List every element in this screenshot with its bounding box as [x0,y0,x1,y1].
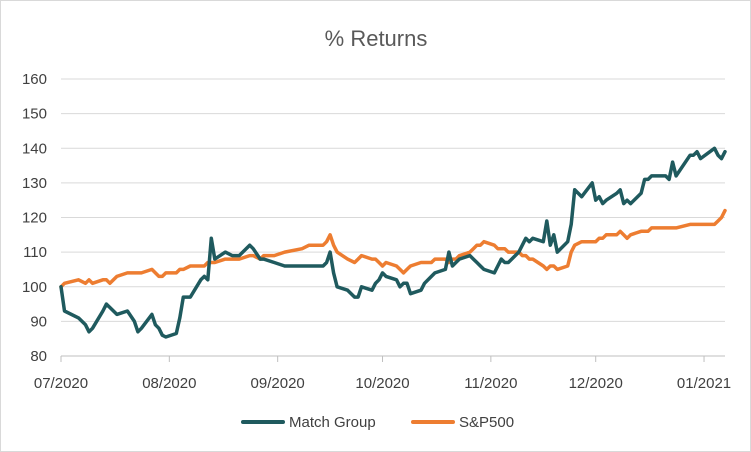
series-line-sp500 [59,208,727,289]
chart-title: % Returns [325,26,428,51]
legend-label: S&P500 [459,414,514,431]
y-tick-label: 150 [22,106,47,123]
legend-item-sp500: S&P500 [411,414,514,431]
series-lines [59,146,727,339]
x-tick-label: 01/2021 [677,375,731,392]
y-tick-label: 120 [22,210,47,227]
y-axis-ticks: 80 90 100 110 120 130 140 150 160 [22,71,47,365]
x-axis: 07/2020 08/2020 09/2020 10/2020 11/2020 12/20… [34,355,731,392]
x-tick-label: 07/2020 [34,375,88,392]
legend: Match Group S&P500 [241,414,514,431]
gridlines [61,78,725,322]
legend-item-match-group: Match Group [241,414,376,431]
x-tick-label: 12/2020 [569,375,623,392]
y-tick-label: 130 [22,175,47,192]
y-tick-label: 80 [30,348,47,365]
x-tick-label: 08/2020 [142,375,196,392]
y-tick-label: 140 [22,140,47,157]
x-tick-label: 10/2020 [355,375,409,392]
legend-label: Match Group [289,414,376,431]
y-tick-label: 160 [22,71,47,88]
y-tick-label: 100 [22,279,47,296]
y-tick-label: 90 [30,313,47,330]
x-tick-label: 11/2020 [464,375,517,392]
series-line-match-group [59,146,727,339]
x-tick-label: 09/2020 [251,375,305,392]
y-tick-label: 110 [23,244,47,261]
